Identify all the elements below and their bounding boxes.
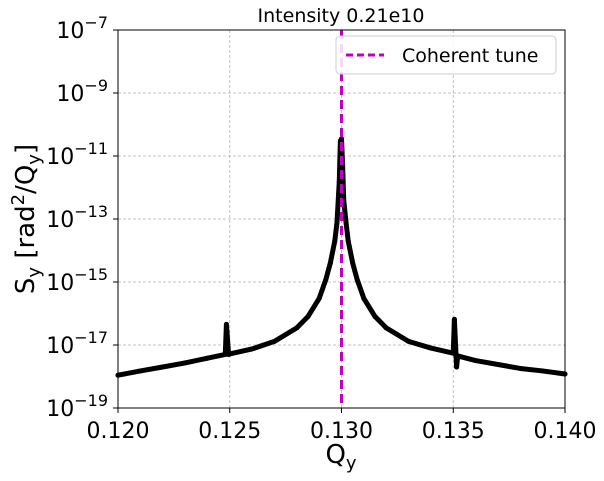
data-point [383,325,389,331]
legend-box [335,35,557,75]
y-tick-label: 10−13 [46,202,108,233]
y-tick-label: 10−11 [46,139,108,170]
x-axis-label-main: Q [325,440,345,470]
data-point [343,219,349,225]
data-point [372,314,378,320]
x-axis-label-sub: y [346,453,357,474]
y-axis-label-group: Sy [rad2/Qy] [8,144,45,294]
data-point [455,353,461,359]
y-axis-label-unit: [rad [11,205,41,267]
data-point [249,346,255,352]
y-axis-label-q: /Q [11,165,41,194]
data-point [294,325,300,331]
data-point [345,238,351,244]
y-axis-label-sup: 2 [8,194,29,205]
y-axis-label: Sy [rad2/Qy] [8,144,45,294]
x-ticks: 0.120 0.125 0.130 0.135 0.140 [87,408,597,444]
data-point [361,295,367,301]
data-point [473,358,479,364]
y-axis-label-s: S [11,278,41,295]
data-point [323,277,329,283]
legend-label: Coherent tune [402,45,538,67]
legend: Coherent tune [335,35,557,75]
data-point [305,314,311,320]
x-tick-label: 0.125 [198,419,261,444]
y-ticks: 10−19 10−17 10−15 10−13 10−11 10−9 10−7 [46,13,118,422]
data-point [495,362,501,368]
data-point [540,368,546,374]
y-axis-label-close: ] [11,144,41,154]
data-point [227,351,233,357]
x-tick-label: 0.120 [87,419,150,444]
y-tick-label: 10−19 [46,391,108,422]
y-tick-label: 10−9 [56,76,108,107]
x-axis-label: Qy [325,440,356,474]
y-tick-label: 10−7 [56,13,108,44]
data-point [334,219,340,225]
data-point [332,238,338,244]
data-point [354,277,360,283]
data-point [316,295,322,301]
y-axis-label-q-sub: y [24,154,45,165]
x-tick-label: 0.140 [534,419,597,444]
x-tick-label: 0.130 [310,419,373,444]
y-tick-label: 10−15 [46,265,108,296]
data-point [454,364,460,370]
data-point [339,136,344,142]
data-point [336,179,342,185]
y-axis-label-s-sub: y [24,267,45,278]
data-point [450,350,456,356]
data-point [451,316,457,322]
data-point [223,321,229,327]
y-tick-label: 10−17 [46,328,108,359]
data-point [182,360,188,366]
data-point [406,338,412,344]
data-point [327,260,333,266]
x-tick-label: 0.135 [422,419,485,444]
data-point [160,364,166,370]
data-point [350,260,356,266]
chart-title: Intensity 0.21e10 [258,5,425,27]
data-point [137,368,143,374]
series-layer [115,136,568,378]
data-point [271,338,277,344]
data-point [428,345,434,351]
data-point [517,365,523,371]
data-point [204,355,210,361]
